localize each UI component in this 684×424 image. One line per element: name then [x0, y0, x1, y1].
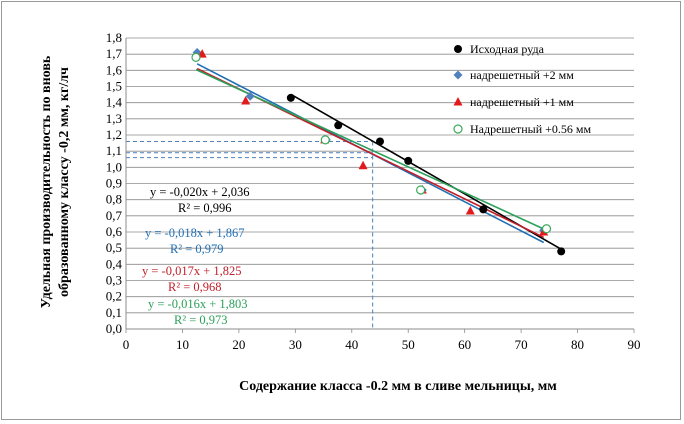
equation-label: y = -0,018x + 1,867	[145, 226, 245, 240]
trend-lines	[195, 63, 562, 250]
data-points	[191, 48, 566, 256]
data-point-series-1	[479, 205, 488, 214]
legend-marker-series-1	[454, 45, 462, 53]
x-tick-label: 60	[458, 337, 471, 352]
y-tick-label: 1,7	[106, 46, 123, 61]
data-point-series-2	[245, 91, 255, 101]
data-point-series-4	[320, 135, 330, 145]
y-tick-label: 0,2	[106, 289, 122, 304]
r-squared-label: R² = 0,968	[168, 280, 222, 294]
data-point-series-4	[191, 52, 201, 63]
data-point-series-3	[241, 96, 251, 105]
y-tick-label: 1,6	[106, 62, 123, 77]
y-tick-label: 1,1	[106, 143, 122, 158]
r-squared-label: R² = 0,979	[170, 242, 224, 256]
equation-label: y = -0,020x + 2,036	[150, 185, 250, 199]
x-tick-label: 50	[402, 337, 415, 352]
data-point-series-1	[557, 247, 566, 256]
axis-titles: Содержание класса -0.2 мм в сливе мельни…	[39, 55, 557, 394]
legend-marker-series-2	[453, 70, 463, 80]
y-tick-label: 0,5	[106, 240, 122, 255]
equation-label: y = -0,016x + 1,803	[148, 297, 248, 311]
data-point-series-1	[404, 156, 413, 165]
equation-label: y = -0,017x + 1,825	[142, 264, 242, 278]
y-tick-label: 1,4	[106, 95, 123, 110]
data-point-series-4	[416, 185, 426, 195]
x-tick-label: 0	[123, 337, 130, 352]
x-tick-label: 10	[176, 337, 189, 352]
tick-labels: 0,00,10,20,30,40,50,60,70,80,91,01,11,21…	[106, 30, 641, 352]
y-tick-label: 0,4	[106, 256, 123, 271]
legend-marker-series-3	[453, 97, 463, 106]
y-tick-label: 0,6	[106, 224, 123, 239]
y-tick-label: 0,9	[106, 176, 122, 191]
y-tick-label: 0,3	[106, 273, 122, 288]
data-point-series-1	[334, 121, 343, 130]
legend-label: Надрешетный +0.56 мм	[470, 122, 592, 136]
legend-label: Исходная руда	[470, 42, 545, 56]
y-tick-label: 1,5	[106, 79, 122, 94]
axes	[125, 38, 635, 333]
reference-lines	[126, 140, 374, 329]
x-tick-label: 30	[289, 337, 302, 352]
x-axis-title: Содержание класса -0.2 мм в сливе мельни…	[239, 379, 557, 394]
legend: Исходная руда надрешетный +2 мм надрешетны…	[453, 42, 592, 136]
y-axis-title-line-1: Удельная производительность по вновь	[39, 55, 54, 308]
x-tick-label: 90	[628, 337, 641, 352]
y-tick-label: 1,2	[106, 127, 122, 142]
data-point-series-3	[465, 205, 475, 215]
x-tick-label: 80	[571, 337, 584, 352]
legend-marker-series-4	[453, 124, 463, 134]
r-squared-label: R² = 0,996	[178, 201, 232, 215]
y-tick-label: 0,0	[106, 321, 122, 336]
y-tick-label: 1,3	[106, 111, 122, 126]
legend-label: надрешетный +1 мм	[470, 95, 574, 109]
x-tick-label: 40	[345, 337, 358, 352]
x-tick-label: 70	[515, 337, 528, 352]
data-point-series-3	[358, 160, 368, 170]
grid-lines	[126, 37, 634, 314]
y-tick-label: 1,8	[106, 30, 122, 45]
y-tick-label: 1,0	[106, 159, 122, 174]
y-tick-label: 0,1	[106, 305, 122, 320]
y-tick-label: 0,8	[106, 192, 122, 207]
data-point-series-1	[376, 137, 384, 146]
r-squared-label: R² = 0,973	[174, 313, 228, 327]
data-point-series-4	[541, 224, 552, 234]
y-axis-title-line-2: образованному классу -0,2 мм, кг/лч	[57, 67, 72, 297]
chart-svg: 0,00,10,20,30,40,50,60,70,80,91,01,11,21…	[39, 30, 641, 394]
regression-equations: y = -0,020x + 2,036 R² = 0,996 y = -0,018x…	[142, 185, 250, 327]
y-tick-label: 0,7	[106, 208, 123, 223]
legend-label: надрешетный +2 мм	[470, 68, 574, 82]
x-tick-label: 20	[232, 337, 245, 352]
data-point-series-1	[286, 93, 295, 102]
